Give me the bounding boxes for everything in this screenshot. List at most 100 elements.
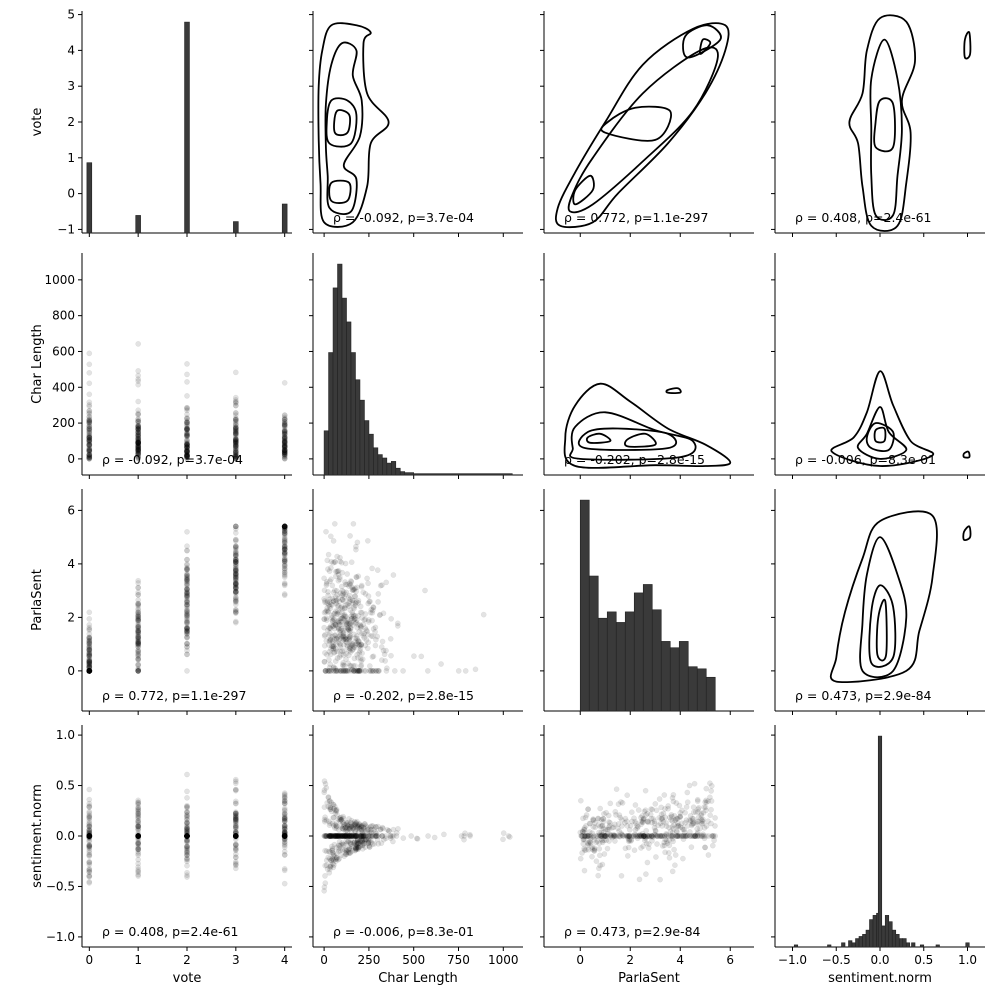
hist-bar [891, 929, 897, 948]
scatter-point [281, 556, 288, 563]
scatter-point [232, 438, 239, 445]
scatter-point [86, 361, 93, 368]
scatter-point [135, 580, 142, 586]
scatter-point [135, 605, 142, 612]
scatter-point [184, 427, 190, 433]
scatter-point [135, 410, 142, 417]
hist-bar [793, 944, 799, 948]
scatter-point [330, 814, 337, 821]
scatter-point [325, 803, 332, 810]
scatter-point [232, 450, 239, 456]
scatter-point [184, 440, 190, 447]
scatter-point [645, 819, 652, 826]
scatter-point [365, 580, 371, 587]
scatter-point [688, 844, 695, 850]
scatter-point [673, 800, 680, 806]
scatter-point [577, 797, 584, 804]
scatter-point [232, 432, 239, 439]
scatter-point [629, 818, 635, 825]
correlation-annotation: ρ = -0.006, p=8.3e-01 [333, 924, 474, 939]
hist-bar [895, 934, 900, 948]
scatter-point [697, 825, 703, 832]
scatter-point [184, 561, 190, 568]
scatter-point [232, 436, 239, 443]
correlation-annotation: ρ = 0.473, p=2.9e-84 [795, 688, 932, 703]
scatter-point [86, 438, 93, 444]
scatter-point [695, 806, 702, 813]
scatter-point [86, 634, 93, 641]
scatter-point [679, 807, 685, 814]
scatter-point [232, 418, 239, 425]
scatter-point [184, 439, 190, 446]
hist-bar [855, 938, 860, 948]
scatter-point [281, 449, 288, 456]
scatter-point [232, 429, 239, 436]
scatter-point [321, 616, 328, 623]
scatter-point [86, 438, 93, 444]
scatter-point [86, 668, 93, 674]
y-tick-label: 3 [67, 79, 75, 93]
scatter-point [383, 579, 390, 586]
scatter-point [281, 539, 288, 546]
panel-r1-c3: ρ = -0.006, p=8.3e-01 [771, 253, 985, 479]
x-tick-label: 750 [447, 953, 470, 967]
scatter-point [184, 453, 190, 459]
kde-contour [572, 174, 595, 206]
scatter-point [135, 616, 142, 623]
scatter-point [610, 833, 617, 839]
scatter-point [232, 455, 239, 462]
kde-contour [699, 38, 712, 55]
scatter-point [341, 598, 347, 605]
kde-contour [555, 22, 730, 229]
scatter-point [184, 582, 190, 589]
scatter-point [232, 431, 239, 437]
scatter-point [184, 862, 190, 869]
scatter-point [281, 412, 288, 419]
scatter-point [232, 530, 239, 536]
scatter-point [281, 546, 288, 553]
scatter-point [400, 835, 407, 841]
scatter-point [414, 835, 421, 842]
kde-contour [848, 14, 916, 232]
scatter-point [86, 455, 93, 462]
scatter-point [86, 437, 93, 443]
scatter-point [281, 429, 288, 436]
scatter-point [135, 446, 142, 453]
hist-bar [902, 938, 907, 948]
scatter-point [86, 833, 93, 839]
scatter-point [184, 455, 190, 462]
scatter-point [232, 588, 239, 595]
scatter-point [322, 880, 329, 886]
scatter-point [626, 826, 633, 833]
scatter-point [184, 415, 190, 422]
scatter-point [600, 829, 607, 835]
scatter-point [86, 407, 93, 414]
scatter-point [184, 586, 190, 593]
hist-bar [669, 647, 680, 712]
scatter-point [323, 528, 329, 535]
scatter-point [359, 842, 366, 849]
scatter-point [184, 444, 190, 451]
scatter-point [135, 614, 142, 621]
scatter-point [184, 393, 190, 399]
scatter-point [281, 451, 288, 458]
hist-bar [633, 592, 644, 712]
scatter-point [232, 573, 239, 580]
scatter-point [281, 443, 288, 450]
y-tick-label: −1 [57, 222, 75, 236]
scatter-point [184, 619, 190, 626]
scatter-point [184, 628, 190, 634]
scatter-point [135, 611, 142, 618]
scatter-point [184, 405, 190, 411]
scatter-point [184, 426, 190, 433]
scatter-point [350, 646, 357, 652]
scatter-point [184, 444, 190, 450]
scatter-point [281, 438, 288, 445]
scatter-point [232, 421, 239, 428]
scatter-point [184, 528, 190, 535]
scatter-point [327, 849, 333, 855]
scatter-point [86, 446, 93, 453]
scatter-point [232, 445, 239, 452]
scatter-point [281, 444, 288, 451]
scatter-point [184, 601, 190, 608]
